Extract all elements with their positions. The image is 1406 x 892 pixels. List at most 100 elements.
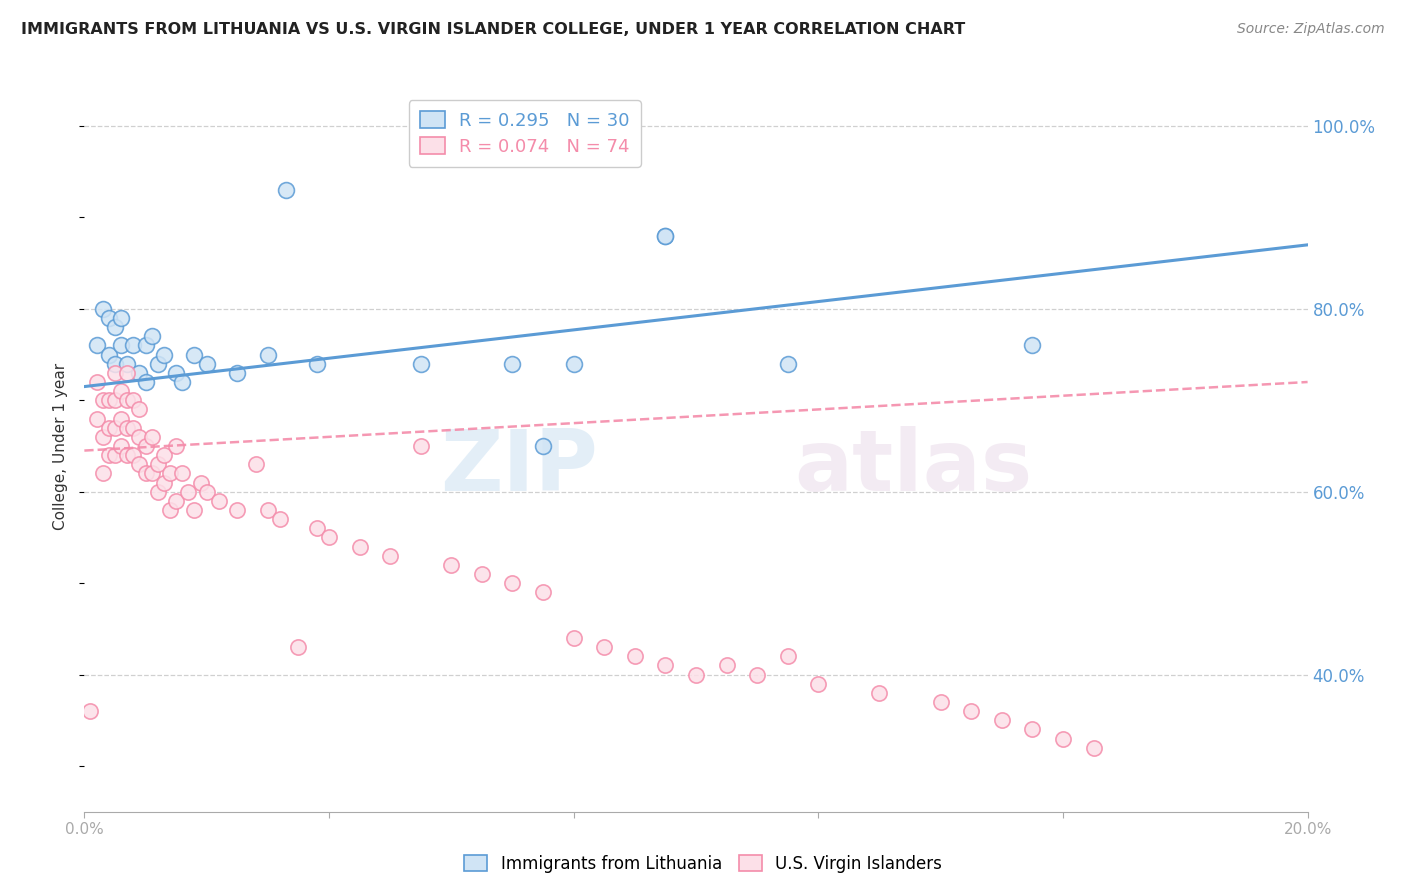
Point xyxy=(190,475,212,490)
Point xyxy=(409,357,432,371)
Point xyxy=(807,676,830,690)
Point xyxy=(960,704,983,718)
Point xyxy=(776,357,799,371)
Point xyxy=(869,686,891,700)
Point xyxy=(1021,723,1043,737)
Point xyxy=(349,540,371,554)
Point xyxy=(305,521,328,535)
Point xyxy=(929,695,952,709)
Point xyxy=(159,467,181,481)
Point xyxy=(531,585,554,599)
Point xyxy=(1052,731,1074,746)
Point xyxy=(1083,740,1105,755)
Point xyxy=(115,448,138,462)
Point xyxy=(165,366,187,380)
Point xyxy=(624,649,647,664)
Point xyxy=(747,667,769,681)
Point xyxy=(195,484,218,499)
Point xyxy=(245,458,267,472)
Point xyxy=(128,402,150,417)
Point xyxy=(91,467,114,481)
Point xyxy=(91,393,114,408)
Point xyxy=(146,458,169,472)
Point xyxy=(654,228,676,243)
Point xyxy=(104,357,127,371)
Point xyxy=(97,420,120,434)
Point xyxy=(97,348,120,362)
Point xyxy=(287,640,309,655)
Point xyxy=(115,420,138,434)
Text: Source: ZipAtlas.com: Source: ZipAtlas.com xyxy=(1237,22,1385,37)
Point xyxy=(135,375,157,389)
Point xyxy=(1021,338,1043,352)
Point xyxy=(654,228,676,243)
Text: ZIP: ZIP xyxy=(440,426,598,509)
Point xyxy=(471,567,494,582)
Point xyxy=(91,301,114,316)
Point xyxy=(122,448,145,462)
Point xyxy=(104,366,127,380)
Point xyxy=(716,658,738,673)
Point xyxy=(110,384,132,399)
Point xyxy=(172,375,194,389)
Point xyxy=(685,667,707,681)
Point xyxy=(269,512,291,526)
Point xyxy=(115,393,138,408)
Point xyxy=(153,448,176,462)
Point xyxy=(153,475,176,490)
Point xyxy=(122,338,145,352)
Point xyxy=(502,576,524,591)
Point xyxy=(135,467,157,481)
Point xyxy=(183,348,205,362)
Point xyxy=(104,420,127,434)
Point xyxy=(177,484,200,499)
Point xyxy=(305,357,328,371)
Point xyxy=(159,503,181,517)
Point xyxy=(991,714,1014,728)
Point xyxy=(128,366,150,380)
Point xyxy=(562,357,585,371)
Point xyxy=(531,439,554,453)
Point xyxy=(195,357,218,371)
Y-axis label: College, Under 1 year: College, Under 1 year xyxy=(53,362,69,530)
Point xyxy=(104,393,127,408)
Point xyxy=(97,448,120,462)
Point xyxy=(97,393,120,408)
Point xyxy=(226,366,249,380)
Point xyxy=(165,494,187,508)
Point xyxy=(110,439,132,453)
Point xyxy=(208,494,231,508)
Point xyxy=(226,503,249,517)
Point xyxy=(135,439,157,453)
Point xyxy=(141,329,163,343)
Point xyxy=(153,348,176,362)
Legend: Immigrants from Lithuania, U.S. Virgin Islanders: Immigrants from Lithuania, U.S. Virgin I… xyxy=(457,848,949,880)
Point xyxy=(104,320,127,334)
Point xyxy=(502,357,524,371)
Point xyxy=(122,420,145,434)
Point xyxy=(172,467,194,481)
Point xyxy=(122,393,145,408)
Point xyxy=(115,357,138,371)
Point xyxy=(654,658,676,673)
Point xyxy=(110,411,132,425)
Point xyxy=(115,366,138,380)
Point xyxy=(79,704,101,718)
Point xyxy=(128,458,150,472)
Text: IMMIGRANTS FROM LITHUANIA VS U.S. VIRGIN ISLANDER COLLEGE, UNDER 1 YEAR CORRELAT: IMMIGRANTS FROM LITHUANIA VS U.S. VIRGIN… xyxy=(21,22,966,37)
Point xyxy=(257,348,280,362)
Point xyxy=(135,338,157,352)
Point xyxy=(110,338,132,352)
Point xyxy=(318,530,340,544)
Point xyxy=(409,137,432,152)
Point xyxy=(110,310,132,325)
Point xyxy=(86,338,108,352)
Point xyxy=(562,631,585,645)
Point xyxy=(409,439,432,453)
Point xyxy=(593,640,616,655)
Point xyxy=(141,467,163,481)
Point xyxy=(141,430,163,444)
Point xyxy=(86,411,108,425)
Point xyxy=(97,310,120,325)
Point xyxy=(276,183,298,197)
